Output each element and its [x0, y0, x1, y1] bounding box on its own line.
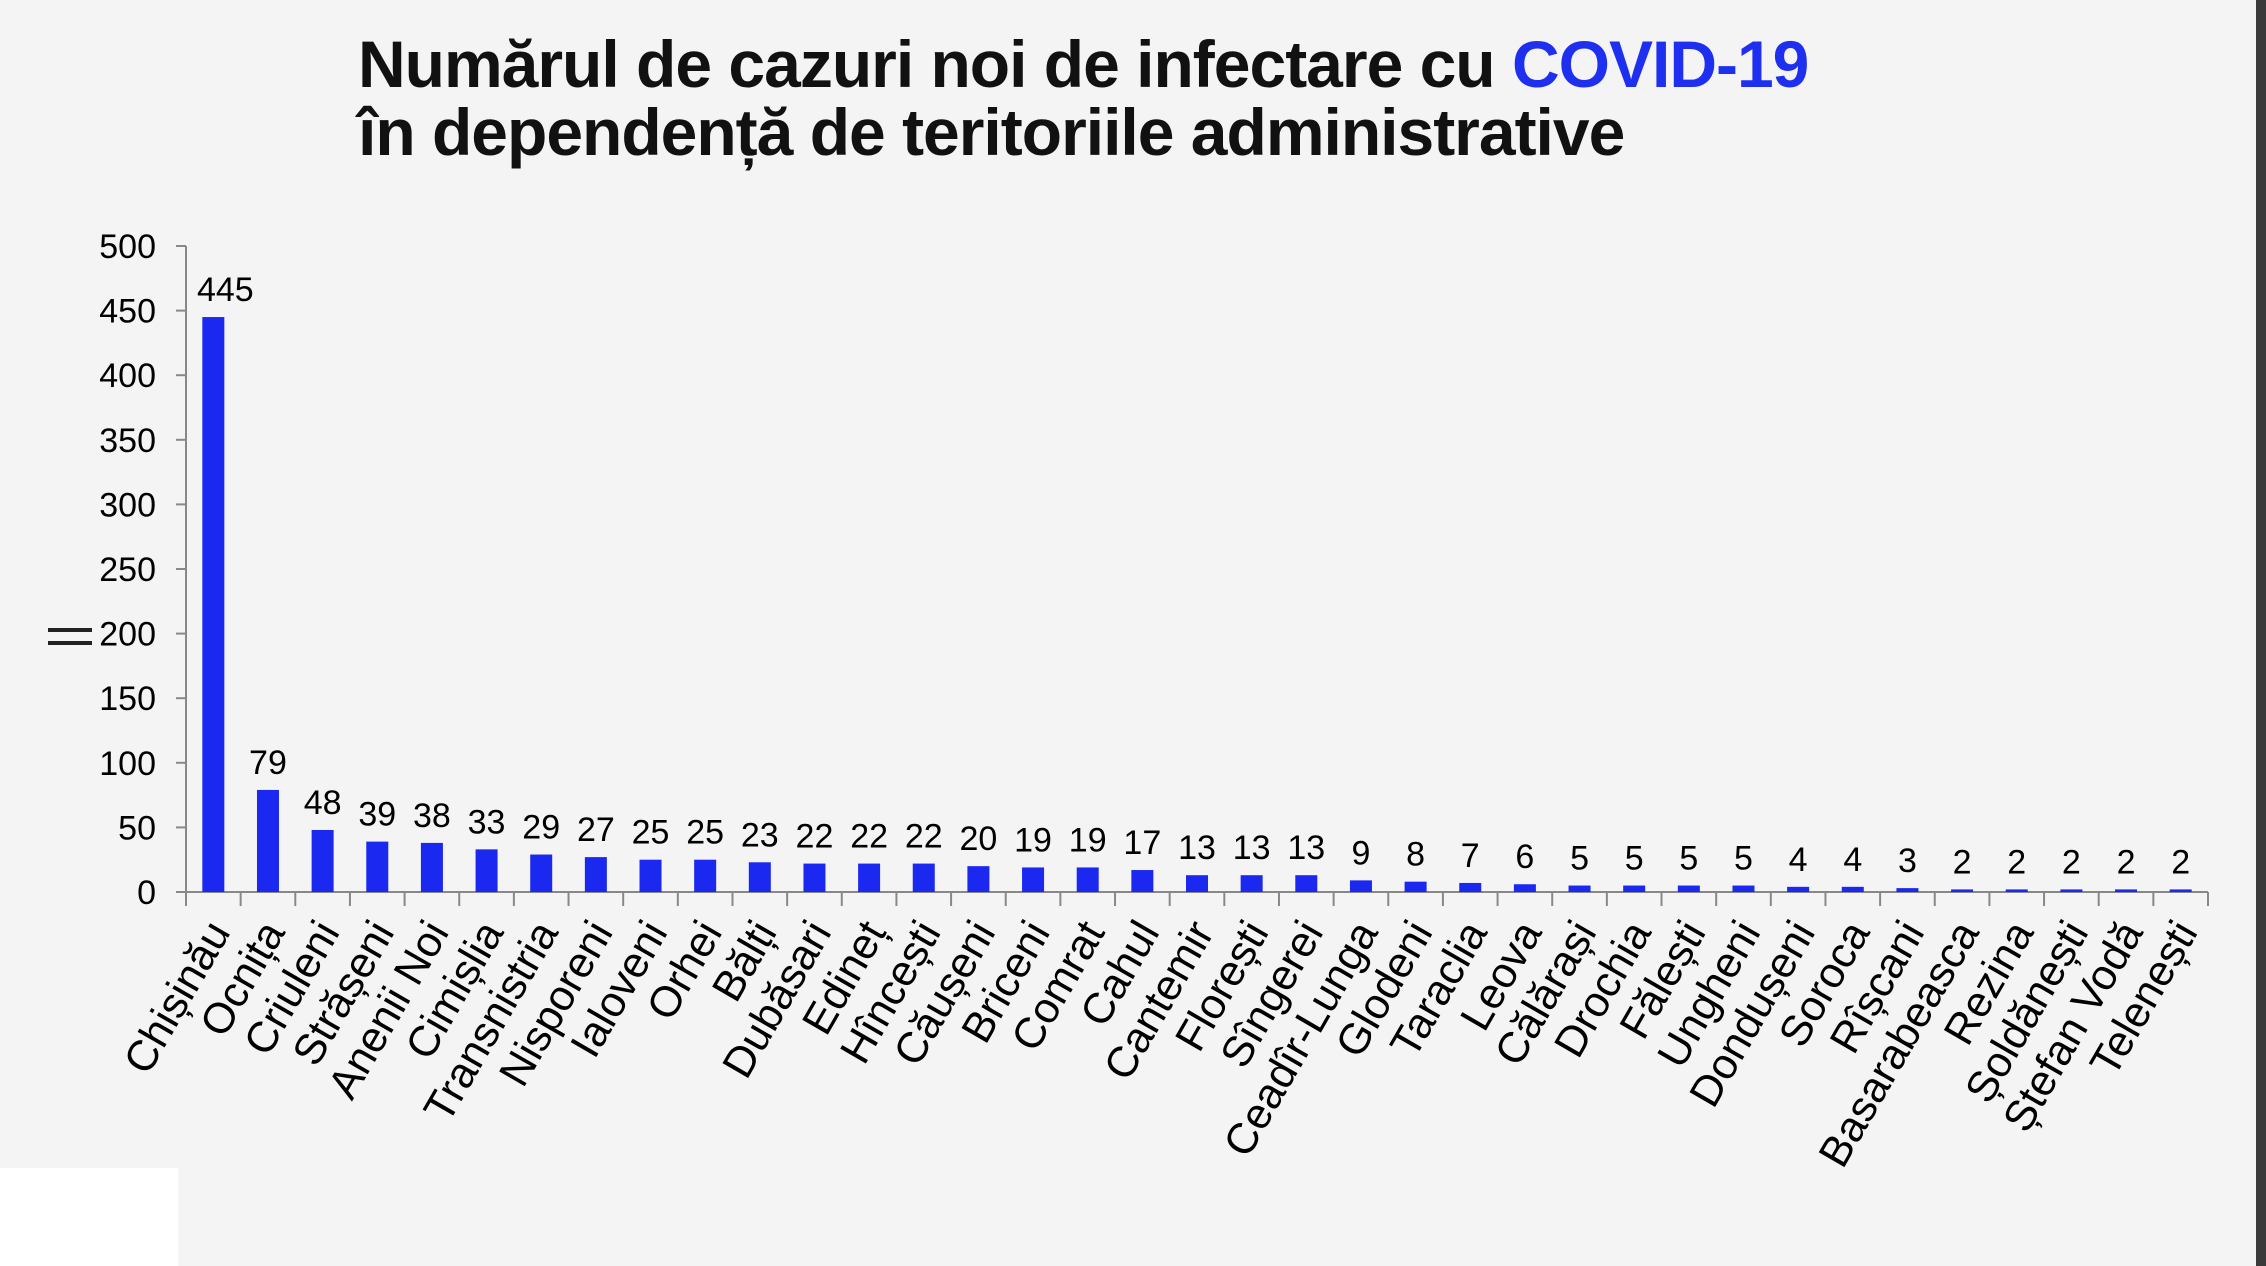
bar	[2005, 889, 2028, 892]
data-label: 6	[1515, 838, 1534, 876]
data-label: 19	[1014, 821, 1052, 859]
axis-break-mark	[48, 628, 92, 654]
bar	[912, 863, 935, 892]
y-tick-label: 50	[118, 809, 156, 847]
data-label: 5	[1570, 840, 1589, 878]
bar	[1240, 875, 1263, 892]
data-label: 19	[1069, 821, 1107, 859]
data-label: 8	[1406, 836, 1425, 874]
title-line-2: în dependență de teritoriile administrat…	[358, 95, 1625, 169]
data-label: 48	[304, 784, 342, 822]
data-label: 7	[1461, 837, 1480, 875]
data-label: 5	[1625, 840, 1644, 878]
data-label: 38	[413, 797, 451, 835]
data-label: 13	[1178, 829, 1216, 867]
data-label: 4	[1843, 841, 1862, 879]
bar	[1951, 889, 1974, 892]
bar	[256, 789, 279, 892]
bar	[202, 317, 225, 892]
bar	[748, 862, 771, 892]
data-label: 13	[1287, 829, 1325, 867]
bar	[2115, 889, 2138, 892]
data-label: 2	[2007, 843, 2026, 881]
title-text: Numărul de cazuri noi de infectare cu	[358, 27, 1512, 101]
y-tick-label: 450	[99, 293, 156, 331]
data-label: 5	[1734, 840, 1753, 878]
data-label: 2	[1953, 843, 1972, 881]
bar	[1131, 870, 1154, 892]
data-label: 9	[1351, 834, 1370, 872]
bar	[803, 863, 826, 892]
bar	[2060, 889, 2083, 892]
chart-title: Numărul de cazuri noi de infectare cu CO…	[358, 27, 1809, 169]
bar	[1076, 867, 1099, 892]
blank-patch	[0, 1168, 178, 1266]
bar	[1677, 885, 1700, 892]
data-label: 27	[577, 811, 615, 849]
data-label: 4	[1789, 841, 1808, 879]
data-label: 22	[796, 818, 834, 856]
bar	[1568, 885, 1591, 892]
y-tick-label: 150	[99, 680, 156, 718]
bar	[858, 863, 881, 892]
data-label: 39	[358, 796, 396, 834]
bar	[366, 841, 389, 892]
bar	[1841, 886, 1864, 892]
bar	[1186, 875, 1208, 892]
data-label: 2	[2062, 843, 2081, 881]
data-label: 2	[2171, 843, 2190, 881]
data-label: 20	[959, 820, 997, 858]
title-line-1: Numărul de cazuri noi de infectare cu CO…	[358, 27, 1809, 101]
bar	[311, 829, 334, 892]
bar	[694, 859, 717, 892]
data-label: 79	[249, 744, 287, 782]
bar	[1459, 882, 1482, 892]
bar	[639, 859, 662, 892]
bar	[1349, 880, 1372, 892]
data-label: 33	[468, 803, 506, 841]
bar	[1787, 886, 1810, 892]
bar	[475, 849, 498, 892]
bar	[2169, 889, 2192, 892]
y-tick-label: 500	[99, 228, 156, 266]
data-label: 29	[522, 809, 560, 847]
y-tick-label: 350	[99, 422, 156, 460]
data-label: 25	[686, 814, 724, 852]
data-label: 23	[741, 816, 779, 854]
y-tick-label: 100	[99, 745, 156, 783]
bar	[530, 854, 553, 892]
y-tick-label: 200	[99, 616, 156, 654]
data-label: 2	[2117, 843, 2136, 881]
bar	[1022, 867, 1045, 892]
data-label: 13	[1233, 829, 1271, 867]
data-label: 25	[632, 814, 670, 852]
y-tick-label: 400	[99, 357, 156, 395]
bar	[1623, 885, 1646, 892]
y-tick-label: 0	[137, 874, 156, 912]
bar	[1404, 881, 1427, 892]
y-tick-label: 300	[99, 486, 156, 524]
data-label: 22	[905, 818, 943, 856]
y-tick-label: 250	[99, 551, 156, 589]
bar	[1295, 875, 1318, 892]
data-label: 3	[1898, 842, 1917, 880]
data-label: 17	[1123, 824, 1161, 862]
bar	[1732, 885, 1755, 892]
bar	[1513, 884, 1536, 892]
title-highlight: COVID-19	[1511, 27, 1809, 101]
window-edge	[2256, 0, 2266, 1266]
bar	[584, 857, 607, 892]
bar	[1896, 888, 1919, 892]
data-label: 22	[850, 818, 888, 856]
data-label: 445	[197, 271, 254, 309]
data-label: 5	[1679, 840, 1698, 878]
bar	[967, 866, 990, 892]
bar	[420, 842, 443, 892]
